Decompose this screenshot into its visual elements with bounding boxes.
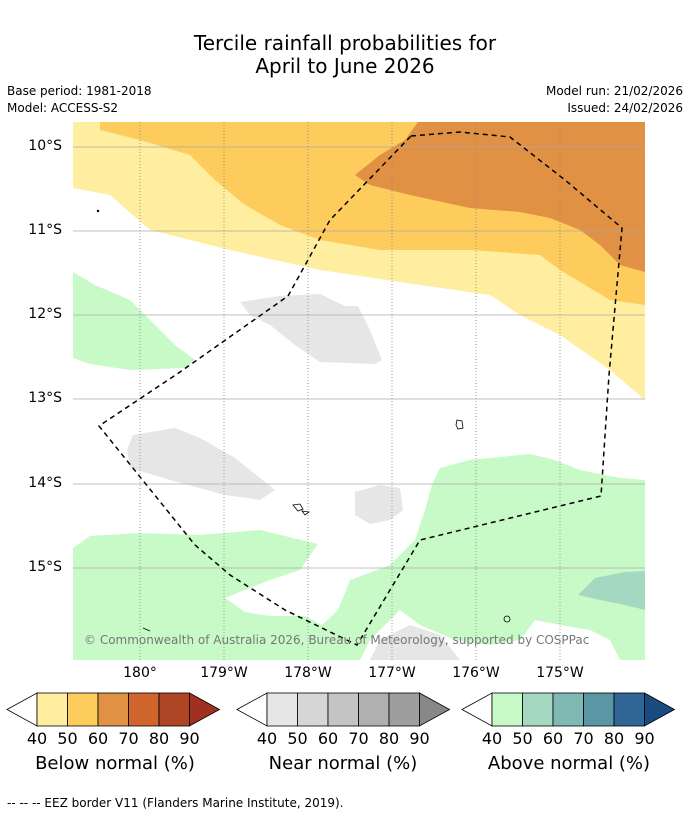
colorbar-tick-label: 70 xyxy=(348,729,369,748)
lat-label: 14°S xyxy=(28,475,62,491)
eez-footnote: -- -- -- EEZ border V11 (Flanders Marine… xyxy=(7,796,344,810)
colorbar-tick-label: 90 xyxy=(634,729,655,748)
issued-date: Issued: 24/02/2026 xyxy=(567,101,683,115)
above-normal-40-region xyxy=(73,272,195,370)
colorbar-segment xyxy=(128,692,160,727)
lat-label: 10°S xyxy=(28,138,62,154)
colorbar-segment xyxy=(327,692,359,727)
colorbar-near-normal xyxy=(236,692,451,727)
colorbar-segment xyxy=(158,692,190,727)
lon-label: 176°W xyxy=(452,665,500,681)
colorbar-tick-label: 70 xyxy=(573,729,594,748)
colorbar-segment xyxy=(552,692,584,727)
lon-label: 180° xyxy=(123,665,157,681)
colorbar-segment xyxy=(583,692,615,727)
colorbar-segment xyxy=(67,692,99,727)
colorbar-tick-label: 80 xyxy=(603,729,625,748)
colorbar-tick-label: 60 xyxy=(317,729,339,748)
colorbar-segment xyxy=(491,692,523,727)
above-normal-40-region xyxy=(73,454,645,660)
near-normal-40-region xyxy=(127,428,275,500)
island-outline xyxy=(455,419,464,430)
title-line2: April to June 2026 xyxy=(255,54,435,78)
colorbar-segment xyxy=(97,692,129,727)
latitude-gridlines xyxy=(73,146,645,569)
near-normal-40-region xyxy=(240,294,382,364)
colorbar-tick-label: 40 xyxy=(26,729,48,748)
colorbar-tick-label: 70 xyxy=(118,729,139,748)
colorbar-tick-label: 50 xyxy=(512,729,533,748)
islands xyxy=(96,209,511,632)
colorbar-above-normal xyxy=(461,692,676,727)
colorbar-title-below: Below normal (%) xyxy=(35,753,195,774)
colorbar-below-normal xyxy=(6,692,221,727)
base-period: Base period: 1981-2018 xyxy=(7,84,152,98)
colorbar-tick-label: 40 xyxy=(256,729,278,748)
colorbar-segment xyxy=(358,692,390,727)
eez-border xyxy=(97,131,623,646)
colorbar-tick-label: 50 xyxy=(57,729,78,748)
colorbar-tick-label: 50 xyxy=(287,729,308,748)
island-outline xyxy=(142,627,151,632)
island-outline xyxy=(292,503,304,512)
lon-label: 177°W xyxy=(368,665,416,681)
lon-label: 179°W xyxy=(200,665,248,681)
colorbar-title-above: Above normal (%) xyxy=(487,753,651,774)
lon-label: 175°W xyxy=(536,665,584,681)
colorbar-tick-label: 60 xyxy=(87,729,109,748)
lat-label: 13°S xyxy=(28,390,62,406)
colorbar-segment xyxy=(36,692,68,727)
colorbar-segment xyxy=(266,692,298,727)
lat-label: 15°S xyxy=(28,559,62,575)
colorbar-over-triangle xyxy=(644,692,676,727)
island-outline xyxy=(96,209,100,213)
island-outline xyxy=(503,615,511,623)
lat-label: 11°S xyxy=(28,222,62,238)
colorbars xyxy=(6,692,676,727)
copyright-notice: © Commonwealth of Australia 2026, Bureau… xyxy=(84,633,590,647)
below-normal-60-region xyxy=(355,122,645,272)
lon-label: 178°W xyxy=(284,665,332,681)
title-line1: Tercile rainfall probabilities for xyxy=(193,31,497,55)
colorbar-under-triangle xyxy=(461,692,493,727)
near-normal-40-region xyxy=(370,625,460,660)
model-name: Model: ACCESS-S2 xyxy=(7,101,119,115)
colorbar-tick-label: 80 xyxy=(148,729,170,748)
colorbar-title-near: Near normal (%) xyxy=(268,753,418,774)
colorbar-under-triangle xyxy=(6,692,38,727)
colorbar-segment xyxy=(613,692,645,727)
model-run: Model run: 21/02/2026 xyxy=(545,84,683,98)
island-outline xyxy=(301,510,311,516)
colorbar-over-triangle xyxy=(189,692,221,727)
colorbar-tick-label: 90 xyxy=(179,729,200,748)
colorbar-segment xyxy=(522,692,554,727)
colorbar-under-triangle xyxy=(236,692,268,727)
colorbar-tick-label: 90 xyxy=(409,729,430,748)
colorbar-tick-label: 60 xyxy=(542,729,564,748)
near-normal-40-region xyxy=(355,485,403,524)
colorbar-segment xyxy=(388,692,420,727)
colorbar-tick-label: 80 xyxy=(378,729,400,748)
colorbar-over-triangle xyxy=(419,692,451,727)
lat-label: 12°S xyxy=(28,306,62,322)
colorbar-tick-label: 40 xyxy=(481,729,503,748)
above-normal-50-region xyxy=(578,571,645,610)
colorbar-segment xyxy=(297,692,329,727)
